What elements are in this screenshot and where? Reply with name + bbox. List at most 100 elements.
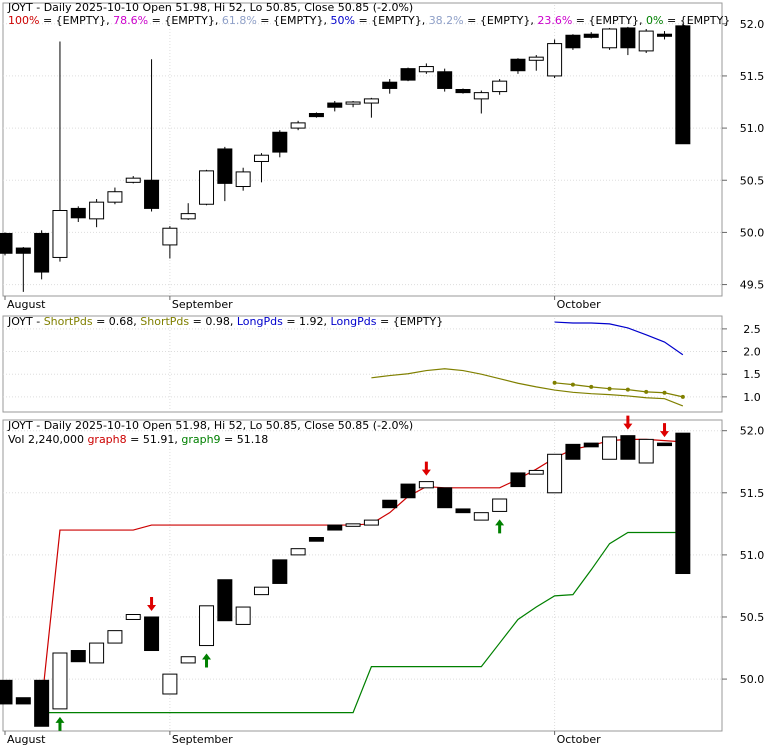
sell-arrow bbox=[147, 596, 157, 611]
candle-body bbox=[547, 453, 563, 494]
candle-body bbox=[602, 28, 618, 49]
candle-body bbox=[70, 650, 86, 663]
candle-body bbox=[510, 58, 526, 72]
candle-body bbox=[400, 483, 416, 499]
legend-entry: = {EMPTY}, bbox=[355, 14, 429, 27]
y-tick-label: 1.5 bbox=[743, 368, 761, 381]
candle-body bbox=[620, 435, 636, 460]
legend-entry: = 0.98, bbox=[189, 315, 237, 328]
legend-entry: 50% bbox=[331, 14, 355, 27]
candle-body bbox=[473, 512, 489, 521]
x-tick-label: October bbox=[557, 298, 601, 311]
candle-body bbox=[400, 68, 416, 81]
candle-body bbox=[162, 673, 178, 695]
candle-body bbox=[272, 559, 288, 584]
candle-body bbox=[382, 81, 398, 89]
x-tick-label: August bbox=[7, 733, 46, 745]
candle-body bbox=[34, 232, 50, 273]
legend-entry: = {EMPTY}, bbox=[257, 14, 331, 27]
candle-body bbox=[253, 154, 269, 162]
candle-body bbox=[602, 436, 618, 460]
candle-body bbox=[327, 102, 343, 108]
y-tick-label: 50.0 bbox=[740, 673, 765, 686]
buy-arrow bbox=[55, 716, 65, 731]
y-tick-label: 52.0 bbox=[740, 18, 765, 31]
candle-body bbox=[363, 519, 379, 526]
legend-entry: = {EMPTY}, bbox=[572, 14, 646, 27]
y-tick-label: 2.0 bbox=[743, 346, 761, 359]
candle-body bbox=[418, 481, 434, 489]
candle-body bbox=[437, 71, 453, 89]
candle-body bbox=[528, 469, 544, 475]
candle-body bbox=[180, 656, 196, 664]
y-tick-label: 52.0 bbox=[740, 425, 765, 438]
candle-body bbox=[382, 499, 398, 509]
legend-entry: = {EMPTY} bbox=[377, 315, 444, 328]
panel-title: JOYT - Daily 2025-10-10 Open 51.98, Hi 5… bbox=[7, 419, 413, 432]
y-tick-label: 50.0 bbox=[740, 226, 765, 239]
y-tick-label: 49.5 bbox=[740, 279, 765, 292]
candle-body bbox=[492, 498, 508, 512]
candle-body bbox=[455, 88, 471, 94]
candle-body bbox=[620, 27, 636, 49]
y-tick-label: 2.5 bbox=[743, 323, 761, 336]
legend-entry: LongPds bbox=[237, 315, 283, 328]
legend-entry: graph8 bbox=[87, 433, 126, 446]
legend-entry: graph9 bbox=[181, 433, 220, 446]
signal-panel-frame bbox=[2, 419, 723, 732]
y-tick-label: 1.0 bbox=[743, 391, 761, 404]
candle-body bbox=[235, 606, 251, 625]
candle-body bbox=[473, 92, 489, 100]
y-tick-label: 51.0 bbox=[740, 122, 765, 135]
indicator-panel-frame bbox=[2, 315, 723, 413]
candle-body bbox=[657, 442, 673, 447]
legend-entry: = {EMPTY}, bbox=[464, 14, 538, 27]
candle-body bbox=[638, 30, 654, 52]
candle-body bbox=[437, 487, 453, 509]
panel-title: JOYT - Daily 2025-10-10 Open 51.98, Hi 5… bbox=[7, 1, 413, 14]
legend-entry: 100% bbox=[8, 14, 39, 27]
candle-body bbox=[510, 472, 526, 488]
legend-entry: JOYT - bbox=[7, 315, 44, 328]
candle-body bbox=[528, 56, 544, 61]
candle-body bbox=[144, 616, 160, 652]
candle-body bbox=[199, 605, 215, 647]
line-series bbox=[371, 368, 684, 407]
line-series bbox=[554, 321, 684, 356]
candle-body bbox=[455, 508, 471, 514]
legend-entry: ShortPds bbox=[140, 315, 189, 328]
legend-entry: 78.6% bbox=[113, 14, 148, 27]
candle-body bbox=[638, 438, 654, 464]
y-tick-label: 50.5 bbox=[740, 174, 765, 187]
x-tick-label: September bbox=[172, 733, 233, 745]
legend-entry: = {EMPTY}, bbox=[39, 14, 113, 27]
candle-body bbox=[180, 213, 196, 220]
candle-body bbox=[583, 33, 599, 38]
legend-entry: = 51.91, bbox=[127, 433, 182, 446]
candle-body bbox=[89, 642, 105, 664]
legend: JOYT - ShortPds = 0.68, ShortPds = 0.98,… bbox=[7, 315, 443, 328]
legend: Vol 2,240,000 graph8 = 51.91, graph9 = 5… bbox=[8, 433, 268, 446]
line-series bbox=[554, 382, 683, 398]
candle-body bbox=[290, 548, 306, 556]
candle-body bbox=[0, 679, 13, 705]
candle-body bbox=[217, 579, 233, 622]
legend-entry: = {EMPTY}, bbox=[148, 14, 222, 27]
sell-arrow bbox=[421, 461, 431, 476]
y-tick-label: 50.5 bbox=[740, 611, 765, 624]
x-tick-label: August bbox=[7, 298, 46, 311]
candle-body bbox=[125, 177, 141, 183]
candle-body bbox=[52, 210, 68, 258]
legend: 100% = {EMPTY}, 78.6% = {EMPTY}, 61.8% =… bbox=[8, 14, 730, 27]
sell-arrow bbox=[660, 423, 670, 438]
candle-body bbox=[107, 630, 123, 644]
y-tick-label: 51.5 bbox=[740, 70, 765, 83]
legend-entry: = 51.18 bbox=[221, 433, 269, 446]
candle-body bbox=[52, 652, 68, 710]
candle-body bbox=[89, 201, 105, 220]
candle-body bbox=[70, 207, 86, 219]
sell-arrow bbox=[623, 415, 633, 430]
candle-body bbox=[675, 25, 691, 145]
